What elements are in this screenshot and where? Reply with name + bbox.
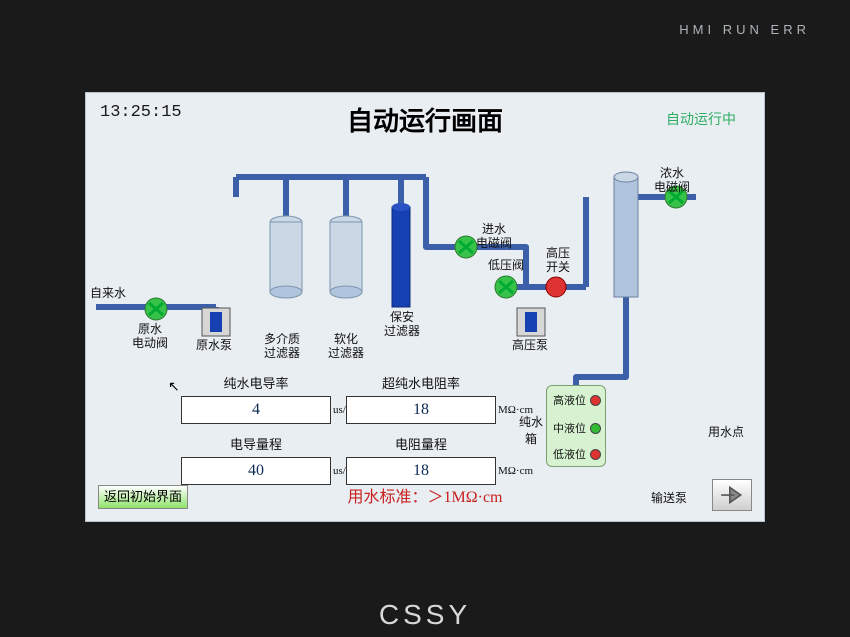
inlet-valve-label: 进水 电磁阀 [476,223,512,251]
cond-range-value[interactable]: 40 us/cm [181,457,331,485]
tank-high-label: 高液位 [553,392,586,408]
led-run: RUN [723,22,763,37]
brand-logo: CSSY [0,599,850,631]
device-frame: HMI RUN ERR 13:25:15 自动运行画面 自动运行中 [0,0,850,637]
res-range-value[interactable]: 18 MΩ·cm [346,457,496,485]
next-page-button[interactable] [712,479,752,511]
pure-tank-label: 纯水箱 [516,413,546,447]
sec-filter-label: 保安 过滤器 [384,311,420,339]
hp-pump-label: 高压泵 [512,339,548,353]
raw-water-label: 自来水 [90,287,126,301]
hp-pump-icon [517,308,545,336]
cond-title: 纯水电导率 [181,373,331,392]
res-range-value-text: 18 [413,462,429,479]
cursor-icon: ↖ [168,379,180,396]
page-title: 自动运行画面 [86,101,764,138]
res-title: 超纯水电阻率 [346,373,496,392]
led-err: ERR [771,22,810,37]
tank-mid-label: 中液位 [553,420,586,436]
lp-valve-icon [495,276,517,298]
raw-valve-label: 原水 电动阀 [132,323,168,351]
tank-low-label: 低液位 [553,446,586,462]
cond-range-value-text: 40 [248,462,264,479]
hmi-screen: 13:25:15 自动运行画面 自动运行中 [85,92,765,522]
run-status: 自动运行中 [666,109,736,129]
tank-low-level: 低液位 [553,446,601,462]
tank-mid-dot [590,423,601,434]
cond-value[interactable]: 4 us/cm [181,396,331,424]
multi-media-filter-icon [270,216,302,298]
multi-filter-label: 多介质 过滤器 [264,333,300,361]
arrow-right-icon [719,484,745,506]
tank-high-level: 高液位 [553,392,601,408]
cond-value-text: 4 [252,401,260,418]
softener-filter-icon [330,216,362,298]
lp-valve-label: 低压阀 [488,259,524,273]
hp-switch-icon [546,277,566,297]
inlet-solenoid-icon [455,236,477,258]
pure-water-tank-icon: 高液位 中液位 低液位 [546,385,606,467]
led-indicators: HMI RUN ERR [679,22,810,37]
use-point-label: 用水点 [708,423,744,440]
water-standard-text: 用水标准：＞1MΩ·cm [86,483,764,507]
raw-pump-label: 原水泵 [196,339,232,353]
res-range-unit: MΩ·cm [498,458,533,484]
security-filter-icon [392,207,410,307]
tank-mid-level: 中液位 [553,420,601,436]
res-range-title: 电阻量程 [346,434,496,453]
ro-membrane-icon [614,172,638,297]
raw-pump-icon [202,308,230,336]
conc-valve-label: 浓水 电磁阀 [654,167,690,195]
tank-high-dot [590,395,601,406]
raw-water-valve-icon [145,298,167,320]
res-value[interactable]: 18 MΩ·cm [346,396,496,424]
soft-filter-label: 软化 过滤器 [328,333,364,361]
hp-switch-label: 高压 开关 [546,247,570,275]
led-hmi: HMI [679,22,715,37]
process-diagram: 自来水 原水 电动阀 原水泵 多介质 过滤器 软化 过滤器 保安 过滤器 进水 … [86,137,765,397]
cond-range-title: 电导量程 [181,434,331,453]
res-value-text: 18 [413,401,429,418]
tank-low-dot [590,449,601,460]
